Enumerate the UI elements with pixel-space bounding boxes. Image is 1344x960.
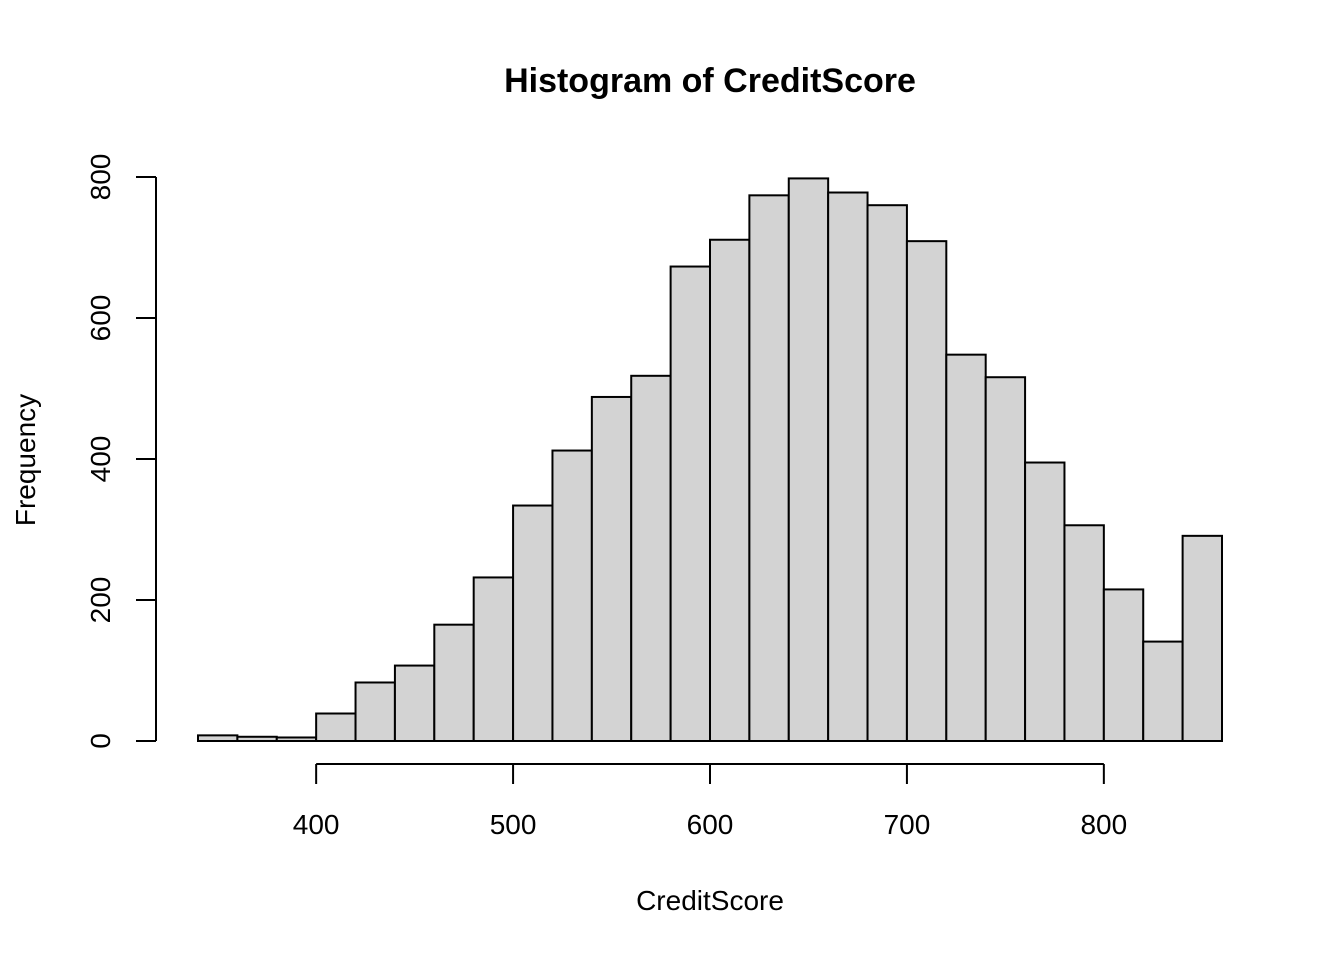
x-tick-label-600: 600 (687, 809, 734, 840)
x-axis: 400 500 600 700 800 (293, 763, 1127, 840)
x-tick-label-800: 800 (1080, 809, 1127, 840)
histogram-bar-4 (354, 681, 396, 742)
histogram-bar-8 (512, 504, 554, 742)
histogram-bar-12 (669, 265, 711, 742)
bars-group (197, 177, 1223, 743)
histogram-bar-23 (1102, 588, 1145, 742)
histogram-bar-10 (590, 395, 633, 742)
histogram-bar-24 (1142, 640, 1184, 742)
histogram-bar-19 (945, 353, 987, 742)
histogram-bar-25 (1181, 534, 1223, 742)
histogram-bar-13 (709, 238, 751, 742)
y-axis: 0 200 400 600 800 (85, 154, 157, 749)
histogram-bar-14 (748, 194, 790, 742)
histogram-bar-2 (275, 736, 318, 742)
y-tick-label-800: 800 (85, 154, 116, 201)
histogram-bar-18 (905, 240, 948, 742)
y-tick-label-200: 200 (85, 577, 116, 624)
x-tick-label-700: 700 (884, 809, 931, 840)
histogram-bar-22 (1063, 524, 1105, 743)
x-tick-label-400: 400 (293, 809, 340, 840)
chart-title: Histogram of CreditScore (504, 62, 916, 100)
y-tick-label-400: 400 (85, 436, 116, 483)
x-axis-label: CreditScore (636, 885, 784, 916)
y-axis-label: Frequency (10, 394, 41, 526)
histogram-bar-11 (630, 374, 672, 742)
y-tick-label-0: 0 (85, 733, 116, 749)
histogram-bar-17 (866, 204, 908, 742)
histogram-bar-0 (197, 734, 239, 742)
histogram-bar-3 (315, 712, 357, 743)
histogram-bar-9 (551, 449, 593, 742)
x-tick-label-500: 500 (490, 809, 537, 840)
histogram-bar-21 (1024, 461, 1066, 742)
histogram-bar-5 (393, 664, 436, 742)
histogram-bar-1 (236, 735, 278, 743)
y-tick-label-600: 600 (85, 295, 116, 342)
histogram-bar-7 (472, 576, 515, 742)
histogram-bar-15 (787, 177, 830, 743)
histogram-bar-20 (984, 376, 1027, 742)
histogram-bar-6 (433, 623, 475, 742)
histogram-bar-16 (827, 191, 869, 742)
